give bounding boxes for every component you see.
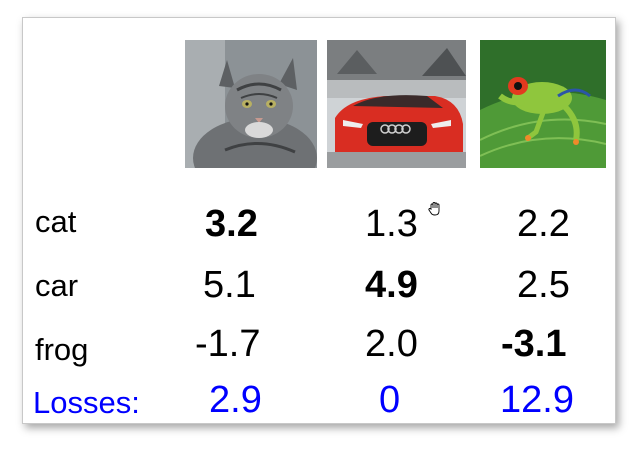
score-frog-on-cat-image: -1.7	[195, 323, 261, 365]
score-car-on-car-image: 4.9	[365, 264, 418, 306]
car-image	[327, 40, 466, 168]
loss-car-image: 0	[379, 379, 401, 421]
score-frog-on-frog-image: -3.1	[501, 323, 567, 365]
score-car-on-frog-image: 2.5	[517, 264, 570, 306]
cat-image	[185, 40, 317, 168]
row-label-car: car	[35, 268, 79, 303]
score-table-card: cat car frog Losses: 3.2 1.3 2.2 5.1 4.9…	[22, 17, 616, 424]
score-car-on-cat-image: 5.1	[203, 264, 256, 306]
score-cat-on-cat-image: 3.2	[205, 203, 258, 245]
loss-frog-image: 12.9	[500, 379, 574, 421]
row-label-frog: frog	[35, 332, 89, 367]
score-cat-on-frog-image: 2.2	[517, 203, 570, 245]
score-frog-on-car-image: 2.0	[365, 323, 418, 365]
hand-cursor-icon	[427, 201, 443, 217]
losses-label: Losses:	[33, 385, 140, 420]
score-cat-on-car-image: 1.3	[365, 203, 418, 245]
loss-cat-image: 2.9	[209, 379, 262, 421]
frog-image	[480, 40, 606, 168]
row-label-cat: cat	[35, 204, 77, 239]
